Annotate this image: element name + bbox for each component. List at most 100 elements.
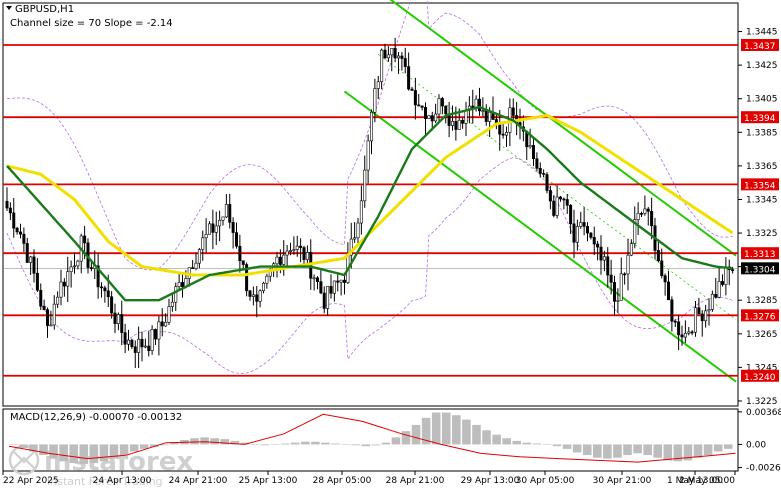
candle-body <box>599 246 603 261</box>
macd-bar <box>542 444 552 445</box>
x-tick-label: 25 Apr 13:00 <box>239 476 298 486</box>
y-tick-label: 1.3285 <box>746 296 778 306</box>
candle-body <box>255 294 259 302</box>
candle-body <box>52 303 56 326</box>
macd-bar <box>220 439 230 445</box>
x-tick-label: 24 Apr 21:00 <box>169 476 228 486</box>
candle-body <box>224 204 228 218</box>
level-label-bg <box>741 309 779 322</box>
candle-body <box>720 281 724 285</box>
watermark-brand: instaforex <box>44 447 194 477</box>
candle-body <box>332 280 336 294</box>
candle-body <box>106 290 110 298</box>
candle-body <box>181 282 185 287</box>
macd-bar <box>149 444 159 448</box>
candle-body <box>167 306 171 323</box>
candle-body <box>120 314 124 333</box>
candle-body <box>535 158 539 169</box>
macd-bar <box>713 444 723 452</box>
candle-body <box>137 338 141 353</box>
candle-body <box>366 140 370 171</box>
candle-body <box>42 305 46 310</box>
candle-body <box>461 119 465 124</box>
macd-tick-label: 0.00368 <box>746 408 781 418</box>
macd-bar <box>411 424 421 445</box>
candle-body <box>643 208 647 214</box>
y-axis: 1.3445 1.3425 1.3405 1.3385 1.3365 1.3345 1.33… <box>738 28 778 407</box>
candle-body <box>548 190 552 202</box>
candle-body <box>403 58 407 67</box>
candle-body <box>376 81 380 89</box>
candle-body <box>555 196 559 216</box>
candle-body <box>693 307 697 333</box>
candle-body <box>511 107 515 116</box>
macd-bar <box>492 434 501 445</box>
candle-body <box>238 245 242 262</box>
candle-body <box>731 269 735 271</box>
candle-body <box>575 226 579 243</box>
candle-body <box>305 252 309 260</box>
candle-body <box>484 110 488 122</box>
candle-body <box>160 321 164 327</box>
candle-body <box>130 339 134 348</box>
x-tick-label: 24 Apr 13:00 <box>93 476 152 486</box>
candle-body <box>22 233 26 244</box>
candle-body <box>292 249 296 251</box>
candle-body <box>241 260 245 265</box>
candle-body <box>231 221 235 233</box>
x-tick-label: 2 May 05:00 <box>679 476 735 486</box>
macd-bar <box>29 444 38 452</box>
macd-bar <box>9 444 18 445</box>
candle-body <box>35 272 39 291</box>
macd-bar <box>270 444 280 445</box>
macd-bar <box>431 412 441 445</box>
candle-body <box>623 273 627 276</box>
candle-body <box>670 299 674 322</box>
candle-body <box>660 260 664 276</box>
y-tick-label: 1.3445 <box>746 28 778 38</box>
candle-body <box>214 225 218 233</box>
candle-body <box>25 243 29 263</box>
candle-body <box>285 250 289 256</box>
candle-body <box>639 213 643 215</box>
candle-body <box>39 289 43 307</box>
candle-body <box>450 121 454 126</box>
candle-body <box>147 345 151 351</box>
macd-bar <box>99 444 109 462</box>
candle-body <box>488 112 492 122</box>
x-tick-label: 30 Apr 21:00 <box>593 476 652 486</box>
candle-body <box>589 232 593 238</box>
candle-body <box>579 222 583 227</box>
candle-body <box>707 309 711 312</box>
candle-body <box>59 281 63 298</box>
y-tick-label: 1.3365 <box>746 162 778 172</box>
candle-body <box>116 314 120 324</box>
candle-body <box>542 173 546 175</box>
candle-body <box>221 216 225 221</box>
candle-body <box>89 267 93 269</box>
candle-body <box>626 254 630 275</box>
candle-body <box>62 281 66 287</box>
price-pane[interactable] <box>2 2 739 407</box>
macd-bar <box>462 419 471 445</box>
macd-bar <box>240 442 250 445</box>
candle-body <box>498 123 502 135</box>
candle-body <box>133 346 137 353</box>
candle-body <box>204 233 208 239</box>
candle-body <box>420 105 424 108</box>
macd-bar <box>139 444 149 449</box>
macd-bar <box>59 444 68 462</box>
candle-body <box>245 264 249 292</box>
candle-body <box>103 287 107 292</box>
candle-body <box>359 200 363 224</box>
macd-tick-label: -0.00261 <box>746 464 781 474</box>
candle-body <box>282 254 286 265</box>
macd-bar <box>472 424 481 445</box>
candle-body <box>319 281 323 294</box>
macd-bar <box>603 444 612 459</box>
candle-body <box>717 281 721 298</box>
candle-body <box>565 199 569 206</box>
macd-bar <box>341 444 350 445</box>
candle-body <box>434 113 438 122</box>
